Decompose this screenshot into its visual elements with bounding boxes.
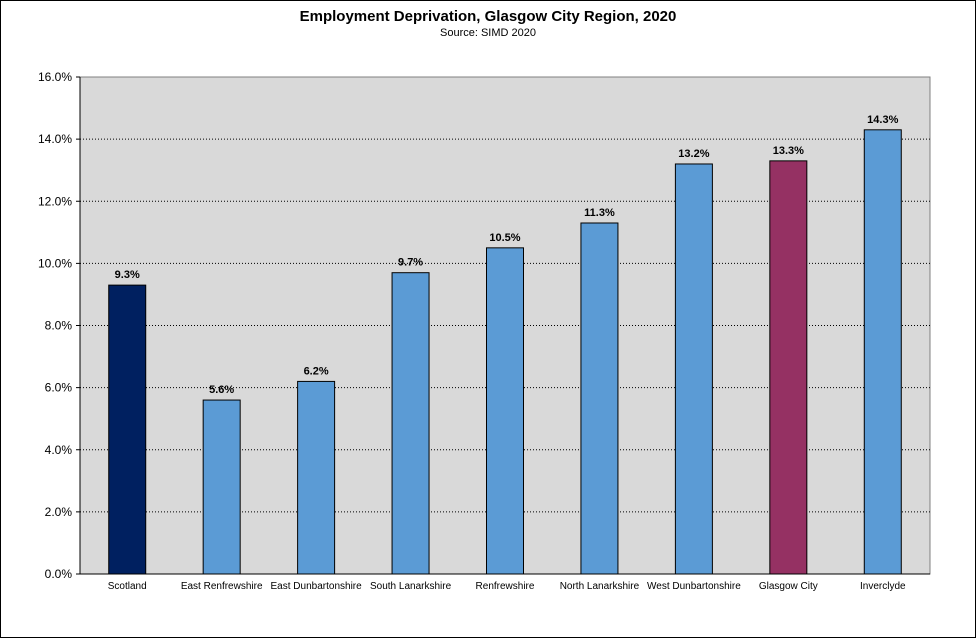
bar: [202, 399, 241, 575]
y-tick-label: 8.0%: [45, 319, 73, 333]
bar: [674, 163, 713, 575]
bar: [108, 284, 147, 575]
bar: [297, 380, 336, 575]
x-tick-label: Scotland: [108, 581, 147, 592]
data-label: 6.2%: [304, 365, 329, 377]
data-label: 9.3%: [115, 269, 140, 281]
bar: [580, 222, 619, 575]
bar: [769, 160, 808, 575]
data-label: 9.7%: [398, 257, 423, 269]
y-tick-label: 6.0%: [45, 381, 73, 395]
data-label: 13.3%: [773, 145, 804, 157]
x-tick-label: Renfrewshire: [476, 581, 535, 592]
y-tick-label: 2.0%: [45, 505, 73, 519]
data-label: 14.3%: [867, 114, 898, 126]
data-labels: 9.3% 5.6% 6.2% 9.7% 10.5% 11.3% 13.2% 13.3% 14.3…: [115, 114, 899, 396]
y-tick-label: 0.0%: [45, 567, 73, 581]
y-tick-label: 12.0%: [38, 194, 72, 208]
bar: [486, 247, 524, 575]
x-tick-label: North Lanarkshire: [560, 581, 640, 592]
y-tick-label: 10.0%: [38, 256, 72, 270]
bars: [108, 129, 902, 575]
chart-subtitle: Source: SIMD 2020: [440, 27, 536, 39]
x-tick-label: Glasgow City: [759, 581, 818, 592]
x-tick-label: East Dunbartonshire: [271, 581, 363, 592]
bar: [863, 129, 902, 575]
y-tick-label: 16.0%: [38, 70, 72, 84]
data-label: 10.5%: [489, 232, 520, 244]
x-tick-label: East Renfrewshire: [181, 581, 263, 592]
x-tick-label: West Dunbartonshire: [647, 581, 741, 592]
x-axis: Scotland East Renfrewshire East Dunbartons…: [80, 573, 930, 592]
bar: [391, 272, 430, 575]
data-label: 13.2%: [678, 148, 709, 160]
y-tick-label: 14.0%: [38, 132, 72, 146]
chart-title: Employment Deprivation, Glasgow City Reg…: [299, 8, 677, 25]
y-tick-label: 4.0%: [45, 443, 73, 457]
data-label: 11.3%: [584, 207, 615, 219]
y-axis: 0.0% 2.0% 4.0% 6.0% 8.0% 10.0% 12.0% 14.0% 16.0%: [38, 70, 81, 581]
x-tick-label: South Lanarkshire: [370, 581, 452, 592]
x-tick-label: Inverclyde: [860, 581, 906, 592]
data-label: 5.6%: [209, 384, 234, 396]
